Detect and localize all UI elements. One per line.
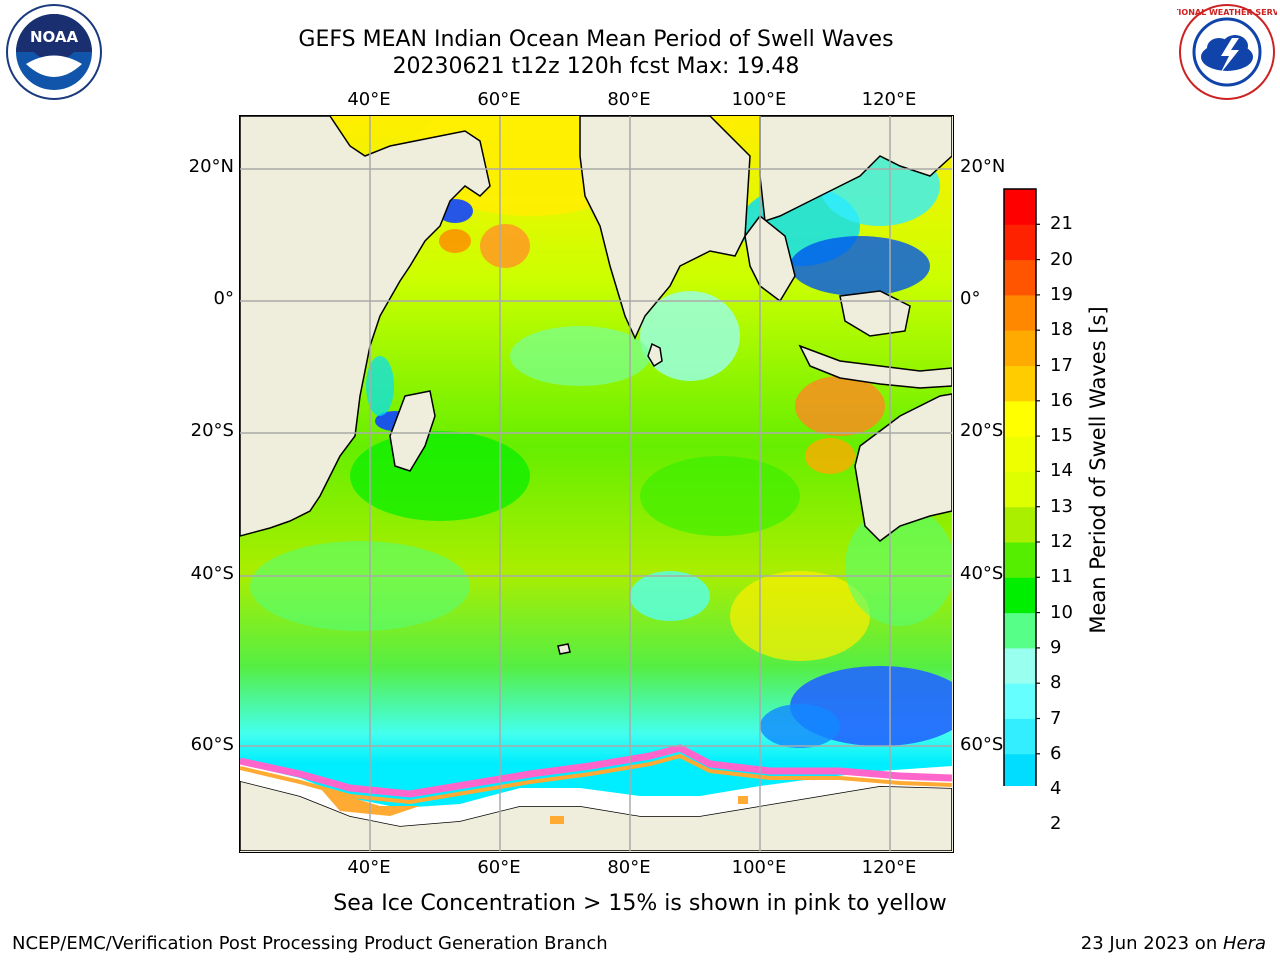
noaa-logo: NOAA bbox=[6, 4, 102, 100]
colorbar-segment bbox=[1004, 259, 1036, 296]
footer-date: 23 Jun 2023 on Hera bbox=[1081, 933, 1266, 955]
map-panel bbox=[239, 115, 954, 853]
colorbar-segment bbox=[1004, 436, 1036, 472]
lon-label-top-100e: 100°E bbox=[731, 89, 787, 110]
colorbar-segment bbox=[1004, 612, 1036, 649]
colorbar-tick-label: 14 bbox=[1050, 460, 1073, 482]
lon-label-top-120e: 120°E bbox=[861, 89, 917, 110]
lat-label-left-40s: 40°S bbox=[190, 563, 234, 584]
colorbar-segment bbox=[1004, 542, 1036, 578]
footer-credit: NCEP/EMC/Verification Post Processing Pr… bbox=[12, 933, 608, 954]
lon-label-bottom-40e: 40°E bbox=[347, 857, 391, 878]
colorbar-tick-label: 11 bbox=[1050, 566, 1073, 588]
lon-label-top-60e: 60°E bbox=[477, 89, 521, 110]
lat-label-left-0: 0° bbox=[213, 288, 234, 309]
map-canvas bbox=[240, 116, 952, 851]
colorbar-tick-label: 7 bbox=[1050, 707, 1062, 729]
colorbar-segment bbox=[1004, 577, 1036, 614]
colorbar-tick-label: 18 bbox=[1050, 319, 1073, 341]
footer-host: Hera bbox=[1222, 933, 1266, 954]
sea-ice-free-zone bbox=[240, 764, 952, 826]
map-title: GEFS MEAN Indian Ocean Mean Period of Sw… bbox=[298, 27, 894, 52]
colorbar-label: Mean Period of Swell Waves [s] bbox=[1086, 306, 1110, 634]
lon-label-bottom-80e: 80°E bbox=[607, 857, 651, 878]
sea-ice-edge bbox=[240, 744, 952, 824]
colorbar-tick-label: 17 bbox=[1050, 354, 1073, 376]
colorbar-segment bbox=[1004, 224, 1036, 261]
lat-label-right-20n: 20°N bbox=[960, 156, 1006, 177]
colorbar-segment bbox=[1004, 506, 1036, 543]
footer-date-text: 23 Jun 2023 on bbox=[1080, 933, 1223, 954]
colorbar-tick-label: 2 bbox=[1050, 813, 1062, 835]
nws-logo: NATIONAL WEATHER SERVICE bbox=[1177, 4, 1277, 100]
graticule bbox=[240, 116, 952, 851]
lon-label-bottom-100e: 100°E bbox=[731, 857, 787, 878]
lon-label-top-80e: 80°E bbox=[607, 89, 651, 110]
lat-label-right-0: 0° bbox=[960, 288, 981, 309]
colorbar-tick-label: 19 bbox=[1050, 283, 1073, 305]
lon-label-bottom-60e: 60°E bbox=[477, 857, 521, 878]
colorbar-segment bbox=[1004, 365, 1036, 402]
noaa-logo-text: NOAA bbox=[30, 28, 79, 46]
colorbar-tick-label: 9 bbox=[1050, 636, 1062, 658]
lat-label-right-60s: 60°S bbox=[960, 734, 1004, 755]
lat-label-right-20s: 20°S bbox=[960, 420, 1004, 441]
lon-label-bottom-120e: 120°E bbox=[861, 857, 917, 878]
colorbar-tick-label: 21 bbox=[1050, 213, 1073, 235]
colorbar-tick-label: 12 bbox=[1050, 531, 1073, 552]
colorbar-tick-label: 16 bbox=[1050, 389, 1073, 411]
map-subtitle: 20230621 t12z 120h fcst Max: 19.48 bbox=[392, 54, 800, 79]
colorbar-tick-label: 13 bbox=[1050, 495, 1073, 517]
colorbar-segment bbox=[1004, 647, 1036, 684]
lon-label-top-40e: 40°E bbox=[347, 89, 391, 110]
lat-label-left-20s: 20°S bbox=[190, 420, 234, 441]
colorbar-segment bbox=[1004, 471, 1036, 508]
colorbar-segment bbox=[1004, 753, 1036, 786]
colorbar-segment bbox=[1004, 294, 1036, 331]
colorbar-tick-label: 8 bbox=[1050, 672, 1062, 694]
colorbar-tick-label: 10 bbox=[1050, 601, 1073, 623]
nws-logo-text: NATIONAL WEATHER SERVICE bbox=[1177, 8, 1277, 17]
colorbar-outline bbox=[1003, 188, 1037, 786]
colorbar bbox=[1003, 188, 1040, 786]
colorbar-tick-label: 6 bbox=[1050, 742, 1062, 764]
sea-ice-note: Sea Ice Concentration > 15% is shown in … bbox=[333, 891, 947, 916]
colorbar-segment bbox=[1004, 189, 1036, 225]
colorbar-segment bbox=[1004, 718, 1036, 755]
colorbar-tick-label: 4 bbox=[1050, 778, 1062, 800]
colorbar-segments bbox=[1004, 189, 1036, 786]
colorbar-tick-label: 20 bbox=[1050, 248, 1073, 270]
lat-label-right-40s: 40°S bbox=[960, 563, 1004, 584]
colorbar-tick-label: 15 bbox=[1050, 425, 1073, 447]
lat-label-left-20n: 20°N bbox=[188, 156, 234, 177]
lat-label-left-60s: 60°S bbox=[190, 734, 234, 755]
colorbar-segment bbox=[1004, 683, 1036, 719]
colorbar-segment bbox=[1004, 400, 1036, 437]
colorbar-segment bbox=[1004, 330, 1036, 366]
